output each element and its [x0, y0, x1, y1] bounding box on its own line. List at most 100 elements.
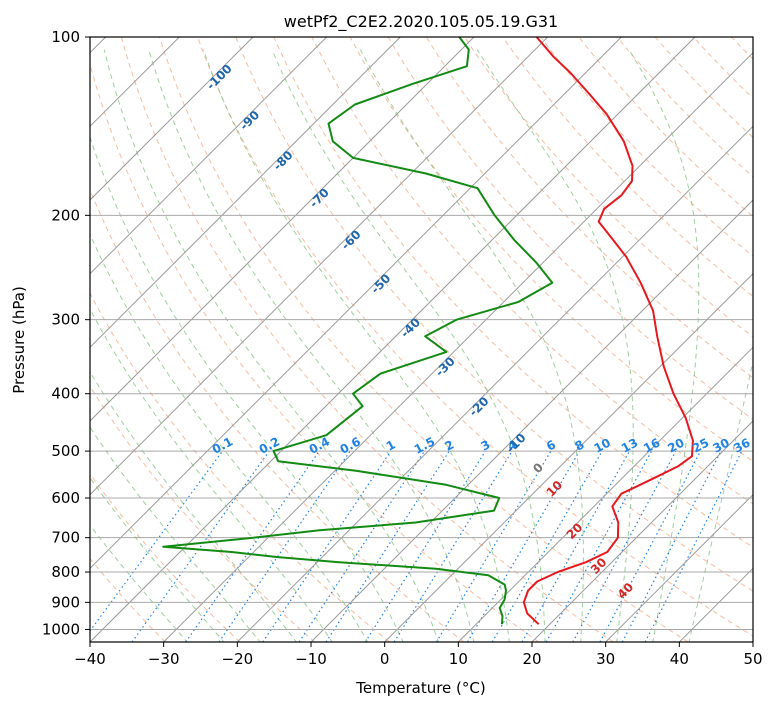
mixing-ratio-line: [185, 450, 320, 642]
background-reference-lines: [90, 35, 775, 642]
moist-adiabat-label: -50: [368, 271, 393, 296]
isotherm-line: [678, 567, 753, 642]
isotherm-line: [90, 37, 696, 642]
isotherm-line: [90, 37, 328, 275]
moist-adiabat-label: -70: [307, 185, 332, 210]
moist-adiabat-label: -20: [466, 394, 491, 419]
moist-adiabat: [90, 308, 333, 642]
x-tick-label: −40: [74, 650, 106, 668]
dry-adiabat: [767, 35, 775, 642]
dry-adiabat: [616, 37, 753, 178]
moist-adiabat-label: -60: [338, 227, 363, 252]
dry-adiabat: [235, 37, 753, 592]
dewpoint-profile: [162, 37, 554, 625]
y-tick-label: 600: [51, 489, 80, 507]
mixing-ratio-line: [262, 450, 392, 642]
isotherm-line: [163, 51, 753, 642]
isotherm-line: [384, 272, 753, 642]
mixing-ratio-line: [298, 450, 425, 642]
x-tick-label: 40: [670, 650, 689, 668]
mixing-ratio-label: 30: [710, 435, 731, 455]
moist-adiabat: [103, 49, 440, 642]
grid-lines: [90, 37, 753, 642]
mixing-ratio-line: [325, 450, 450, 642]
mixing-ratio-label: 0.6: [338, 434, 363, 456]
dry-adiabat: [90, 188, 465, 642]
dry-adiabat-label: 30: [588, 555, 610, 577]
y-tick-label: 400: [51, 385, 80, 403]
isotherm-line: [457, 346, 753, 642]
mixing-ratio-label: 0.1: [210, 434, 235, 456]
dry-adiabat: [730, 37, 753, 60]
isotherm-line: [90, 37, 549, 496]
mixing-ratio-line: [435, 450, 552, 642]
moist-adiabat: [628, 49, 700, 642]
x-tick-label: −10: [295, 650, 327, 668]
axis-ticks: −40 −30 −20 −10 0 10 20 30 40 5010020030040050060…: [42, 28, 763, 668]
dry-adiabat: [540, 37, 753, 257]
moist-adiabat: [90, 135, 404, 642]
mixing-ratio-label: 16: [641, 435, 662, 455]
mixing-ratio-line: [364, 450, 486, 642]
dry-adiabat-label: 40: [615, 580, 637, 602]
dry-adiabat: [273, 37, 753, 548]
y-tick-label: 1000: [42, 620, 80, 638]
mixing-ratio-line: [491, 450, 603, 642]
mixing-ratio-label: 13: [619, 435, 640, 455]
moist-adiabat: [688, 358, 753, 642]
dry-adiabat: [692, 37, 753, 99]
x-tick-label: 10: [449, 650, 468, 668]
moist-adiabat-label: -10: [503, 431, 528, 456]
moist-adiabat-label: -90: [237, 108, 262, 133]
mixing-ratio-line: [521, 450, 631, 642]
temperature-profile: [522, 37, 694, 625]
mixing-ratio-line: [644, 450, 743, 642]
y-axis-label: Pressure (hPa): [10, 286, 28, 394]
mixing-ratio-line: [466, 450, 580, 642]
mixing-ratio-label: 20: [665, 435, 686, 455]
sounding-lines: [162, 37, 694, 625]
mixing-ratio-label: 25: [690, 435, 711, 455]
y-tick-label: 500: [51, 442, 80, 460]
moist-adiabat: [476, 49, 634, 642]
y-tick-label: 700: [51, 529, 80, 547]
dry-adiabat: [158, 37, 689, 642]
reference-line-labels: 0.1 0.2 0.4 0.6 1 1.5 2 3 4 6 8 10 13 16 20 25 30 36-100-…: [204, 62, 753, 602]
y-tick-label: 900: [51, 593, 80, 611]
zero-label: 0: [530, 460, 546, 476]
mixing-ratio-line: [621, 450, 722, 642]
x-axis-label: Temperature (°C): [355, 679, 485, 697]
mixing-ratio-line: [218, 450, 351, 642]
x-tick-label: 30: [596, 650, 615, 668]
x-tick-label: −30: [148, 650, 180, 668]
y-tick-label: 800: [51, 563, 80, 581]
isotherm-line: [236, 125, 753, 642]
dry-adiabat: [463, 37, 753, 338]
dry-adiabat-label: 10: [544, 478, 566, 500]
moist-adiabat: [148, 49, 475, 642]
x-tick-label: 20: [522, 650, 541, 668]
moist-adiabat: [90, 524, 188, 642]
mixing-ratio-line: [131, 450, 270, 642]
dry-adiabat: [311, 37, 753, 505]
moist-adiabat-label: -40: [398, 315, 423, 340]
isotherm-line: [531, 420, 753, 642]
moist-adiabat: [90, 426, 261, 642]
mixing-ratio-label: 36: [731, 435, 752, 455]
mixing-ratio-line: [572, 450, 677, 642]
dry-adiabat: [502, 37, 753, 297]
dry-adiabat: [425, 37, 753, 379]
dry-adiabat: [578, 37, 753, 218]
dry-adiabat: [90, 292, 390, 642]
dry-adiabat: [90, 473, 241, 642]
dry-adiabat: [120, 37, 614, 642]
dry-adiabat: [90, 62, 540, 642]
x-tick-label: 50: [743, 650, 762, 668]
mixing-ratio-label: 10: [592, 435, 613, 455]
moist-adiabat: [90, 370, 297, 642]
isotherm-line: [90, 37, 254, 201]
isotherm-line: [90, 37, 622, 570]
dry-adiabat: [654, 37, 753, 139]
x-tick-label: −20: [222, 650, 254, 668]
